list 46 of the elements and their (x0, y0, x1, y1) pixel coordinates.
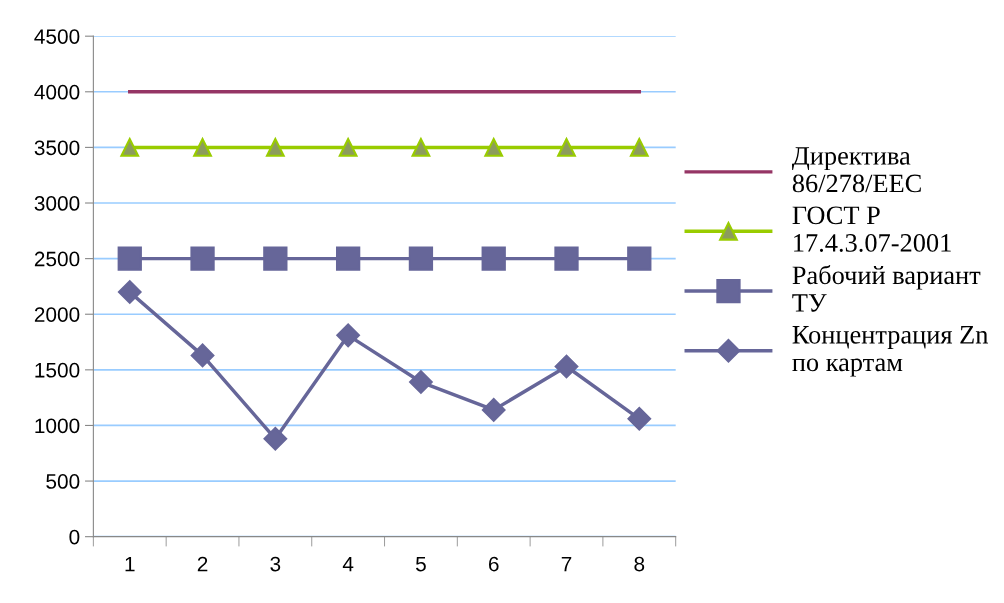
legend-label: Директива 86/278/EEC (791, 147, 921, 193)
point (263, 426, 288, 451)
point (554, 354, 579, 379)
point (409, 370, 433, 394)
x-tick-label: 4 (342, 556, 354, 572)
point (336, 323, 360, 348)
y-tick-label: 4500 (34, 29, 80, 44)
legend-label: ГОСТ Р 17.4.3.07-2001 (792, 206, 951, 252)
point (408, 246, 434, 271)
point (265, 138, 285, 157)
y-tick-label: 500 (46, 474, 80, 489)
point (190, 246, 215, 271)
y-tick-label: 3000 (34, 196, 80, 211)
y-tick-label: 1000 (35, 418, 80, 434)
y-tick-label: 2500 (34, 251, 80, 267)
point (338, 138, 358, 157)
point (117, 280, 142, 304)
x-tick-label: 8 (634, 556, 645, 572)
x-tick-label: 5 (415, 556, 426, 572)
point (557, 138, 576, 157)
legend-label: Концентрация Zn по картам (792, 326, 989, 377)
y-tick-label: 3500 (34, 140, 80, 156)
x-tick-label: 7 (561, 556, 572, 572)
point (193, 138, 212, 157)
y-tick-label: 2000 (34, 307, 80, 322)
point (190, 343, 215, 368)
point (335, 246, 361, 271)
x-tick-label: 2 (197, 556, 208, 572)
point (554, 246, 579, 271)
legend-label: Рабочий вариант ТУ (792, 265, 981, 312)
x-tick-label: 3 (270, 556, 281, 572)
point (627, 406, 652, 431)
point (484, 138, 504, 157)
point (263, 246, 288, 271)
y-tick-label: 0 (69, 529, 80, 545)
point (117, 246, 142, 271)
point (481, 246, 506, 271)
point (629, 138, 649, 157)
x-tick-label: 1 (125, 556, 135, 572)
point (411, 138, 431, 157)
y-tick-label: 1500 (35, 362, 80, 378)
y-tick-label: 4000 (34, 84, 80, 100)
x-tick-label: 6 (488, 556, 499, 572)
point (627, 246, 652, 271)
point (481, 398, 506, 422)
point (120, 138, 140, 157)
